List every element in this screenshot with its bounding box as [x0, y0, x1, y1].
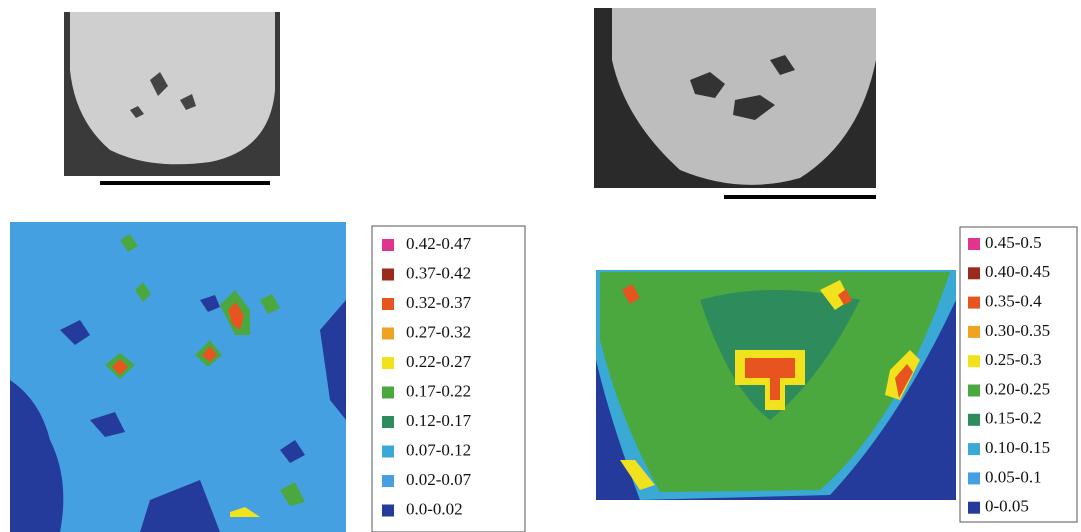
legend-swatch — [382, 387, 394, 399]
legend-swatch — [968, 502, 980, 514]
legend-label: 0.05-0.1 — [985, 467, 1042, 486]
legend-label: 0.40-0.45 — [985, 262, 1050, 281]
legend-label: 0.37-0.42 — [406, 263, 471, 282]
legend-label: 0.25-0.3 — [985, 350, 1042, 369]
legend-label: 0.30-0.35 — [985, 321, 1050, 340]
legend-label: 0.27-0.32 — [406, 322, 471, 341]
legend-label: 0.22-0.27 — [406, 352, 472, 371]
legend-label: 0.20-0.25 — [985, 379, 1050, 398]
legend-swatch — [968, 414, 980, 426]
legend-swatch — [968, 267, 980, 279]
legend-swatch — [382, 505, 394, 517]
figure-canvas: 0.42-0.47 0.37-0.42 0.32-0.37 0.27-0.32 0.22… — [0, 0, 1081, 532]
legend-label: 0-0.05 — [985, 497, 1029, 516]
legend-swatch — [382, 357, 394, 369]
legend-label: 0.42-0.47 — [406, 234, 472, 253]
left-map — [10, 222, 346, 532]
legend-swatch — [968, 385, 980, 397]
legend-swatch — [968, 326, 980, 338]
legend-swatch — [382, 416, 394, 428]
legend-label: 0.32-0.37 — [406, 293, 472, 312]
legend-swatch — [968, 238, 980, 250]
legend-label: 0.35-0.4 — [985, 292, 1042, 311]
legend-swatch — [968, 472, 980, 484]
right-map — [596, 270, 956, 500]
legend-swatch — [968, 443, 980, 455]
legend-label: 0.45-0.5 — [985, 233, 1042, 252]
legend-label: 0.17-0.22 — [406, 381, 471, 400]
legend-label: 0.15-0.2 — [985, 409, 1042, 428]
left-photo — [64, 12, 280, 183]
legend-swatch — [968, 355, 980, 367]
legend-swatch — [968, 297, 980, 309]
legend-swatch — [382, 328, 394, 340]
right-photo — [594, 8, 876, 197]
legend-swatch — [382, 269, 394, 281]
legend-label: 0.07-0.12 — [406, 440, 471, 459]
legend-swatch — [382, 239, 394, 251]
legend-label: 0.0-0.02 — [406, 499, 463, 518]
legend-swatch — [382, 446, 394, 458]
figure: 0.42-0.47 0.37-0.42 0.32-0.37 0.27-0.32 0.22… — [0, 0, 1081, 532]
legend-swatch — [382, 298, 394, 310]
legend-label: 0.02-0.07 — [406, 470, 472, 489]
legend-label: 0.12-0.17 — [406, 411, 472, 430]
legend-swatch — [382, 475, 394, 487]
legend-label: 0.10-0.15 — [985, 438, 1050, 457]
